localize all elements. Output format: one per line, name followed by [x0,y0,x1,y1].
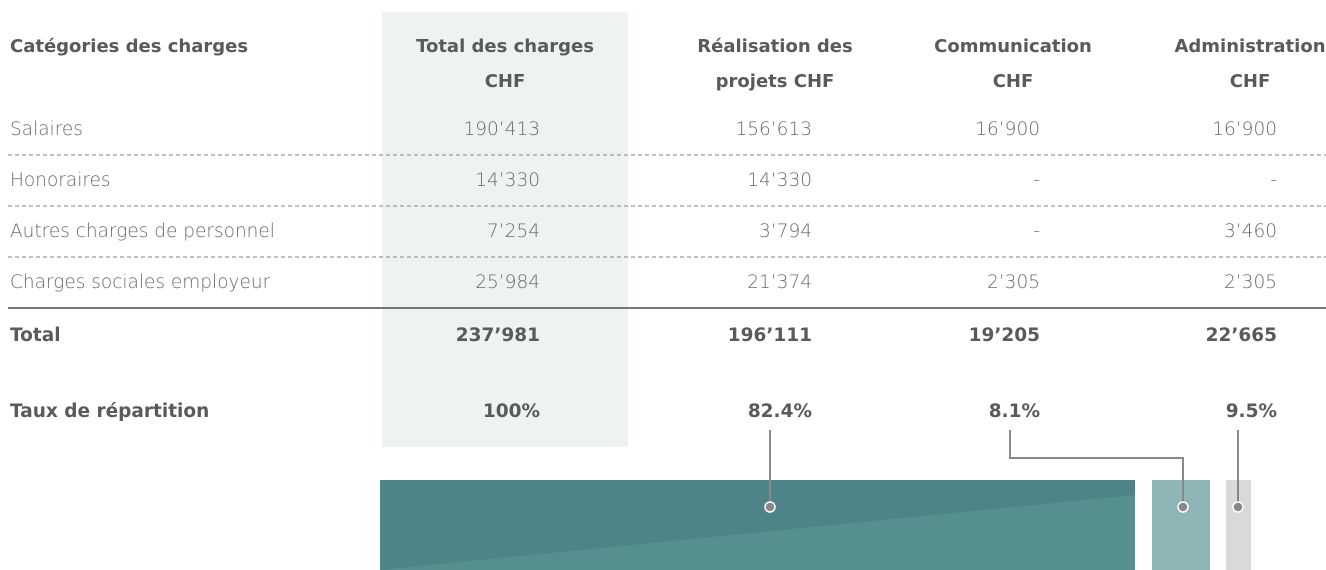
table-cell: 2’305 [1224,272,1277,293]
rate-cell: 8.1% [989,401,1040,422]
table-cell: - [1033,221,1040,242]
table-cell: Honoraires [10,170,111,191]
bar [1152,480,1210,570]
total-cell: 19’205 [969,325,1040,346]
table-cell: 190’413 [463,119,540,140]
header-cell: Total des charges [416,36,594,57]
header-cell: Communication [934,36,1092,57]
highlight-column [382,12,628,447]
table-cell: 7’254 [487,221,540,242]
header-cell: CHF [993,71,1034,92]
total-cell: 22’665 [1206,325,1277,346]
table-cell: 2’305 [987,272,1040,293]
table-cell: 25’984 [475,272,540,293]
header-cell: Catégories des charges [10,36,248,57]
table-cell: Salaires [10,119,83,140]
rate-cell: 82.4% [748,401,812,422]
dots [764,501,1244,513]
dot [1232,501,1244,513]
rate-cell: Taux de répartition [10,401,209,422]
rate-cell: 100% [483,401,540,422]
header-cell: Administration [1174,36,1325,57]
header-cell: CHF [1230,71,1271,92]
table-cell: Autres charges de personnel [10,221,275,242]
table-cell: 16’900 [1212,119,1277,140]
bars [380,480,1251,570]
total-cell: 237’981 [456,325,540,346]
header-cell: projets CHF [716,71,835,92]
connector [1009,430,1184,507]
table-cell: 3’794 [759,221,812,242]
bar-shade [380,495,1135,570]
dot [1177,501,1189,513]
table-cell: - [1270,170,1277,191]
header-cell: Réalisation des [697,36,852,57]
table-cell: 3’460 [1224,221,1277,242]
table-cell: 156’613 [735,119,812,140]
rate-cell: 9.5% [1226,401,1277,422]
table-cell: Charges sociales employeur [10,272,271,293]
connectors [769,430,1239,507]
table-cell: 21’374 [747,272,812,293]
dot [764,501,776,513]
table-cell: - [1033,170,1040,191]
row-separators [8,154,1326,258]
table-cell: 14’330 [475,170,540,191]
total-cell: 196’111 [728,325,812,346]
total-cell: Total [10,325,61,346]
table-cell: 14’330 [747,170,812,191]
header-cell: CHF [485,71,526,92]
table-cell: 16’900 [975,119,1040,140]
